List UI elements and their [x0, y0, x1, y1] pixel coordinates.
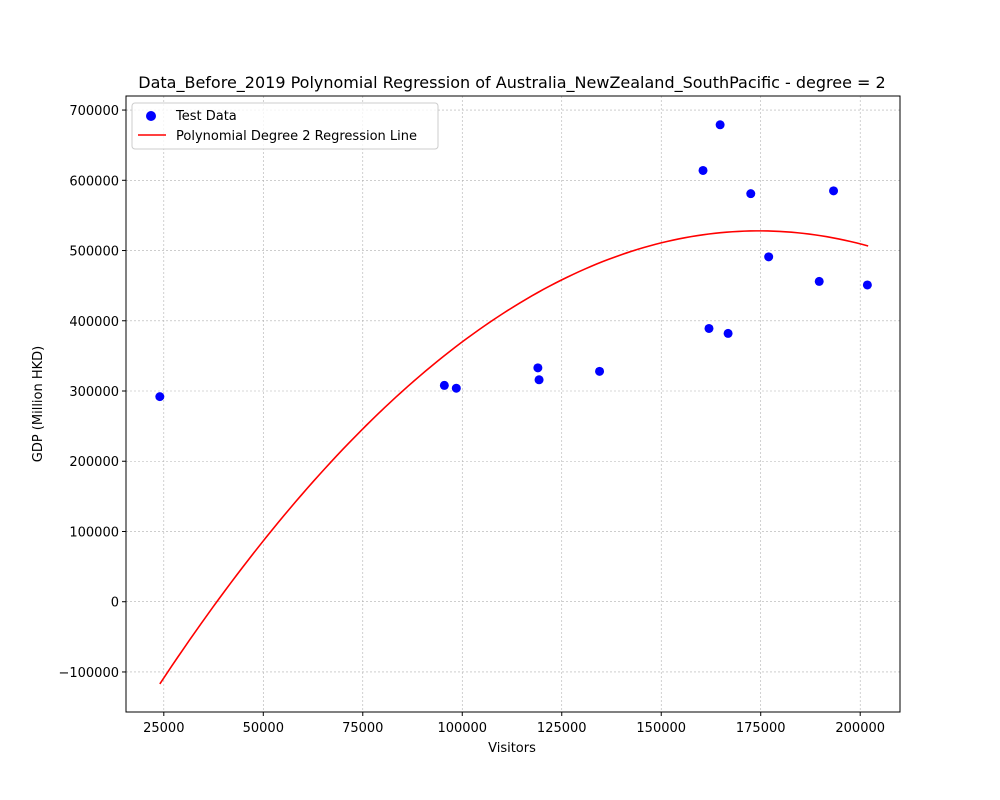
scatter-point [155, 392, 165, 402]
scatter-point [862, 280, 872, 290]
y-tick-label: 300000 [69, 385, 119, 400]
y-tick-label: −100000 [58, 666, 119, 681]
y-tick-label: 0 [111, 596, 119, 611]
scatter-point [829, 186, 839, 196]
scatter-point [698, 165, 708, 175]
scatter-point [595, 366, 605, 376]
scatter-point [439, 380, 449, 390]
y-tick-label: 200000 [69, 455, 119, 470]
y-tick-label: 600000 [69, 174, 119, 189]
x-tick-label: 150000 [636, 721, 686, 736]
x-tick-label: 200000 [835, 721, 885, 736]
scatter-point [451, 383, 461, 393]
x-tick-label: 25000 [143, 721, 184, 736]
scatter-points [155, 120, 872, 402]
legend-box [131, 102, 439, 150]
x-tick-label: 125000 [537, 721, 587, 736]
legend-test-data-label: Test Data [175, 109, 237, 124]
y-tick-label: 500000 [69, 245, 119, 260]
y-axis-label: GDP (Million HKD) [31, 346, 46, 463]
scatter-point [534, 375, 544, 385]
x-tick-label: 75000 [342, 721, 383, 736]
x-tick-label: 175000 [736, 721, 786, 736]
regression-line [159, 230, 869, 685]
plot-area-frame [125, 95, 901, 713]
x-tick-label: 100000 [437, 721, 487, 736]
scatter-point [704, 323, 714, 333]
scatter-point [814, 276, 824, 286]
x-axis-label: Visitors [488, 741, 536, 756]
y-tick-label: 700000 [69, 104, 119, 119]
regression-line-layer [159, 230, 869, 685]
y-tick-label: 400000 [69, 315, 119, 330]
legend-regression-line-label: Polynomial Degree 2 Regression Line [176, 129, 417, 144]
scatter-point [764, 252, 774, 262]
y-axis-ticks: −100000 0 100000 200000 300000 400000 500000 60… [58, 104, 126, 681]
y-tick-label: 100000 [69, 525, 119, 540]
scatter-point [715, 120, 725, 130]
scatter-point [746, 189, 756, 199]
chart-title: Data_Before_2019 Polynomial Regression o… [138, 73, 885, 93]
x-axis-ticks: 25000 50000 75000 100000 125000 150000 175000 2… [143, 712, 885, 736]
scatter-point [533, 363, 543, 373]
legend: Test Data Polynomial Degree 2 Regression… [131, 102, 439, 150]
scatter-point [723, 328, 733, 338]
x-tick-label: 50000 [243, 721, 284, 736]
legend-test-data-marker [146, 111, 156, 121]
